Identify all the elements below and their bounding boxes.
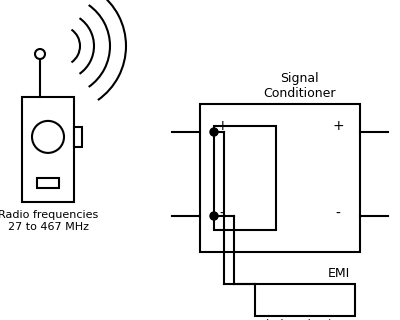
Bar (255, 284, 355, 316)
Text: Induced noise: Induced noise (266, 319, 344, 320)
Bar (74, 127, 82, 148)
Bar (214, 126, 276, 230)
Text: +: + (332, 119, 344, 133)
Text: -: - (220, 207, 224, 221)
Circle shape (35, 49, 45, 59)
Bar (22, 97, 74, 202)
Circle shape (210, 212, 218, 220)
Bar (200, 104, 360, 252)
Text: EMI: EMI (328, 267, 350, 280)
Text: Signal
Conditioner: Signal Conditioner (263, 72, 336, 100)
Text: Radio frequencies
27 to 467 MHz: Radio frequencies 27 to 467 MHz (0, 210, 98, 232)
Circle shape (32, 121, 64, 153)
Circle shape (210, 128, 218, 136)
Text: -: - (336, 207, 340, 221)
Text: +: + (216, 119, 228, 133)
Bar (37, 178, 59, 188)
